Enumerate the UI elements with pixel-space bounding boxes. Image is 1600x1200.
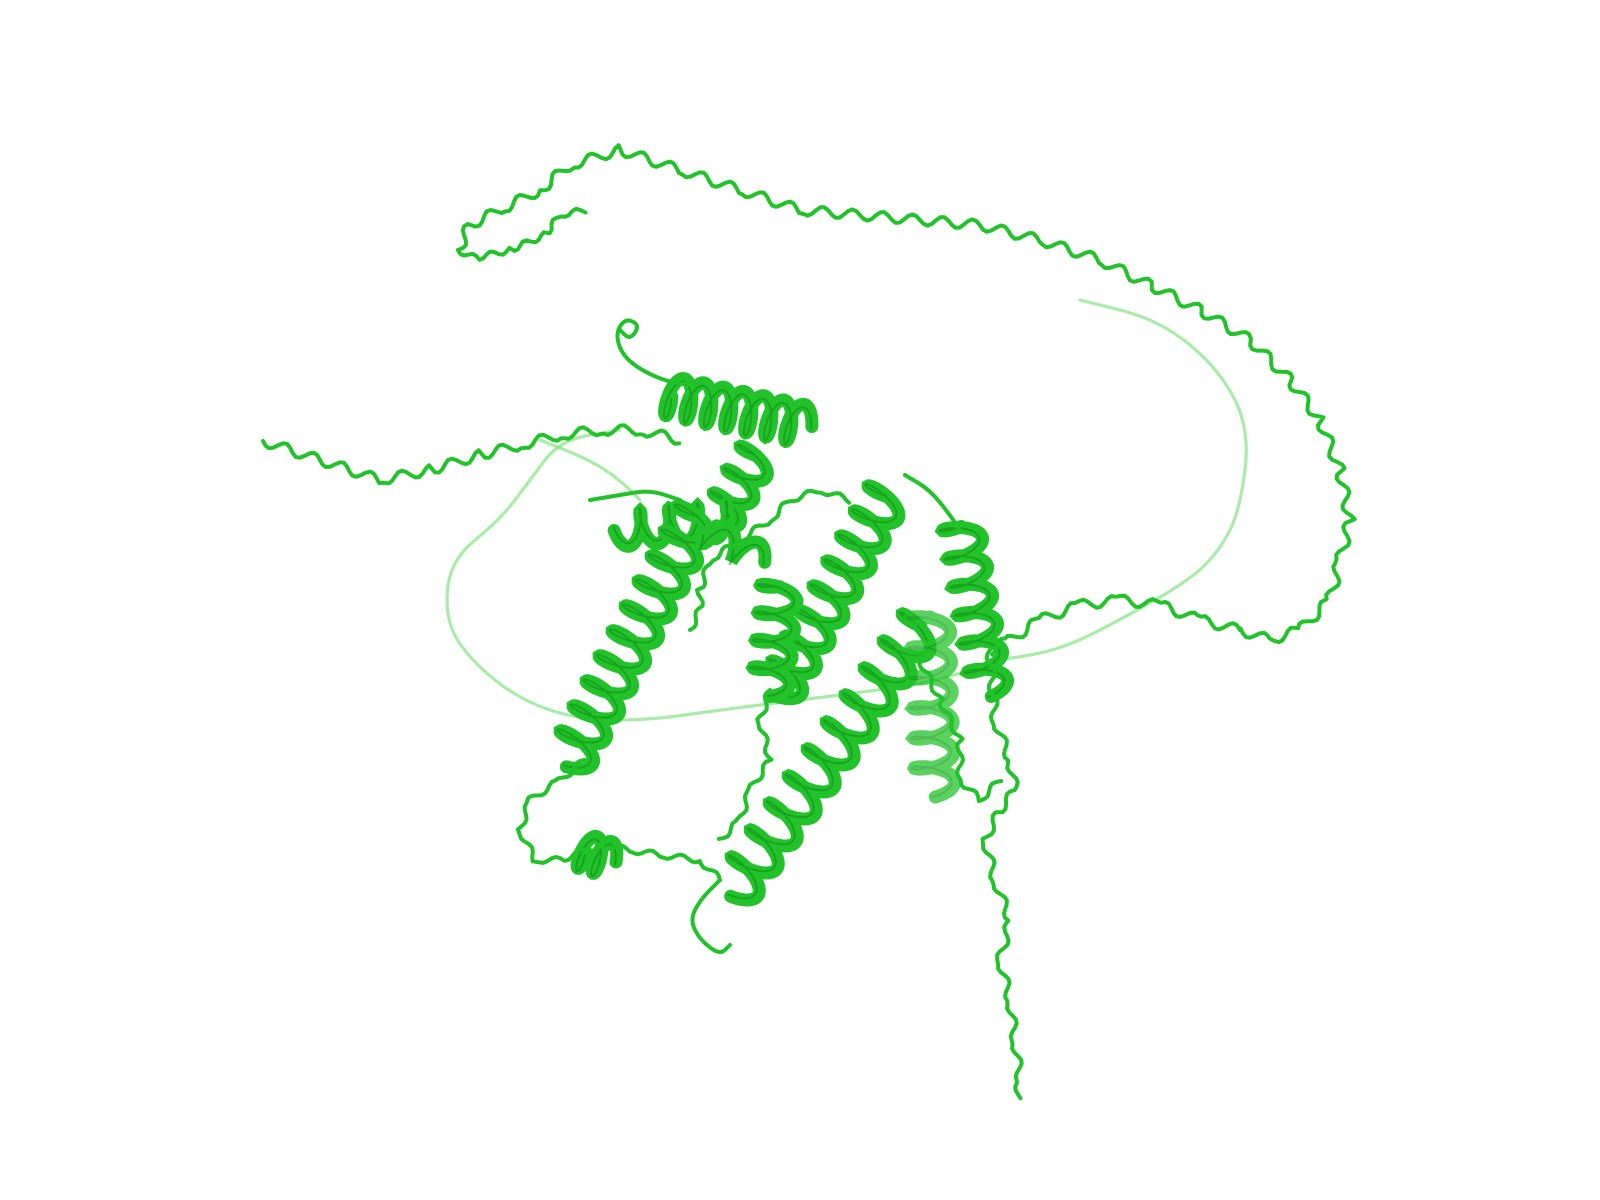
coil-segment-5 xyxy=(456,143,1357,645)
front-coil-layer xyxy=(261,143,1357,1101)
coil-segment-7 xyxy=(456,206,588,262)
helix-ribbon-shading xyxy=(905,615,953,799)
coil-segment-9 xyxy=(980,648,1024,1101)
coil-segment-12 xyxy=(716,688,774,841)
alpha-helix-4 xyxy=(553,499,718,776)
helix-ribbon-shading xyxy=(698,528,765,566)
helix-layer xyxy=(553,372,1014,907)
helix-ribbon-shading xyxy=(575,838,617,878)
coil-segment-10 xyxy=(515,758,722,883)
back-coil-layer xyxy=(445,298,1248,722)
coil-segment-11 xyxy=(690,878,732,954)
helix-ribbon-shading xyxy=(768,483,898,699)
coil-segment-8 xyxy=(615,318,692,387)
helix-ribbon-shading xyxy=(748,583,796,698)
alpha-helix-8 xyxy=(724,607,937,907)
helix-ribbon-shading xyxy=(727,611,929,900)
coil-segment-1 xyxy=(998,298,1248,662)
alpha-helix-7 xyxy=(745,577,804,704)
alpha-helix-1 xyxy=(658,372,819,449)
alpha-helix-11 xyxy=(570,829,624,880)
alpha-helix-10 xyxy=(901,610,962,804)
coil-segment-13 xyxy=(688,488,852,632)
coil-segment-6 xyxy=(990,593,1242,657)
coil-segment-14 xyxy=(903,473,962,532)
helix-ribbon-shading xyxy=(663,380,813,446)
helix-ribbon-shading xyxy=(556,503,709,769)
coil-segment-15 xyxy=(917,658,1004,804)
alpha-helix-2 xyxy=(707,439,774,535)
coil-segment-4 xyxy=(261,423,682,486)
coil-segment-3 xyxy=(538,438,642,502)
coil-segment-16 xyxy=(588,489,682,502)
coil-segment-2 xyxy=(445,428,1002,722)
alpha-helix-6 xyxy=(765,479,906,706)
alpha-helix-9 xyxy=(934,520,1014,703)
helix-ribbon xyxy=(901,610,962,804)
helix-ribbon xyxy=(724,607,937,907)
helix-ribbon-shading xyxy=(938,526,1006,699)
